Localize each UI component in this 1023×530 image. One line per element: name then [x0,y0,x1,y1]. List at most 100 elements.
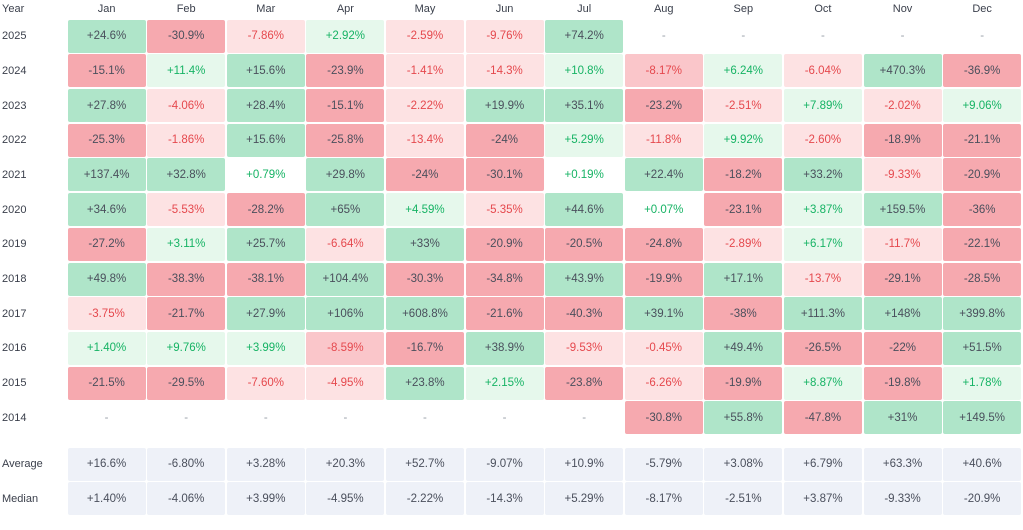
return-cell-2016-mar[interactable]: +3.99% [226,331,305,365]
return-cell-2014-sep[interactable]: +55.8% [704,401,783,435]
return-cell-2018-jun[interactable]: -34.8% [465,262,544,296]
return-cell-2022-jul[interactable]: +5.29% [545,123,624,157]
return-cell-2018-oct[interactable]: -13.7% [783,262,862,296]
return-cell-2022-may[interactable]: -13.4% [385,123,464,157]
return-cell-2024-jun[interactable]: -14.3% [465,54,544,88]
return-cell-2018-apr[interactable]: +104.4% [306,262,385,296]
return-cell-2021-oct[interactable]: +33.2% [783,158,862,192]
return-cell-2019-dec[interactable]: -22.1% [943,227,1022,261]
return-cell-2021-sep[interactable]: -18.2% [704,158,783,192]
return-cell-2020-mar[interactable]: -28.2% [226,193,305,227]
return-cell-2015-jun[interactable]: +2.15% [465,366,544,400]
return-cell-2024-feb[interactable]: +11.4% [147,54,226,88]
return-cell-2025-jun[interactable]: -9.76% [465,19,544,53]
return-cell-2017-aug[interactable]: +39.1% [624,297,703,331]
return-cell-2019-jan[interactable]: -27.2% [67,227,146,261]
return-cell-2014-aug[interactable]: -30.8% [624,401,703,435]
return-cell-2022-apr[interactable]: -25.8% [306,123,385,157]
return-cell-2024-jan[interactable]: -15.1% [67,54,146,88]
return-cell-2025-apr[interactable]: +2.92% [306,19,385,53]
return-cell-2016-jan[interactable]: +1.40% [67,331,146,365]
return-cell-2024-sep[interactable]: +6.24% [704,54,783,88]
return-cell-2018-mar[interactable]: -38.1% [226,262,305,296]
return-cell-2016-sep[interactable]: +49.4% [704,331,783,365]
return-cell-2024-apr[interactable]: -23.9% [306,54,385,88]
return-cell-2021-jun[interactable]: -30.1% [465,158,544,192]
return-cell-2023-jul[interactable]: +35.1% [545,89,624,123]
return-cell-2015-oct[interactable]: +8.87% [783,366,862,400]
return-cell-2017-jul[interactable]: -40.3% [545,297,624,331]
return-cell-2022-nov[interactable]: -18.9% [863,123,942,157]
return-cell-2023-apr[interactable]: -15.1% [306,89,385,123]
return-cell-2017-mar[interactable]: +27.9% [226,297,305,331]
return-cell-2018-sep[interactable]: +17.1% [704,262,783,296]
return-cell-2024-may[interactable]: -1.41% [385,54,464,88]
return-cell-2015-mar[interactable]: -7.60% [226,366,305,400]
return-cell-2022-sep[interactable]: +9.92% [704,123,783,157]
return-cell-2015-sep[interactable]: -19.9% [704,366,783,400]
return-cell-2021-apr[interactable]: +29.8% [306,158,385,192]
return-cell-2016-jul[interactable]: -9.53% [545,331,624,365]
return-cell-2021-aug[interactable]: +22.4% [624,158,703,192]
return-cell-2025-mar[interactable]: -7.86% [226,19,305,53]
return-cell-2018-aug[interactable]: -19.9% [624,262,703,296]
return-cell-2021-mar[interactable]: +0.79% [246,168,286,181]
return-cell-2015-jul[interactable]: -23.8% [545,366,624,400]
return-cell-2015-feb[interactable]: -29.5% [147,366,226,400]
return-cell-2016-oct[interactable]: -26.5% [783,331,862,365]
return-cell-2015-dec[interactable]: +1.78% [943,366,1022,400]
return-cell-2020-may[interactable]: +4.59% [385,193,464,227]
return-cell-2020-feb[interactable]: -5.53% [147,193,226,227]
return-cell-2022-mar[interactable]: +15.6% [226,123,305,157]
return-cell-2024-nov[interactable]: +470.3% [863,54,942,88]
return-cell-2017-sep[interactable]: -38% [704,297,783,331]
return-cell-2016-aug[interactable]: -0.45% [624,331,703,365]
return-cell-2019-apr[interactable]: -6.64% [306,227,385,261]
return-cell-2020-aug[interactable]: +0.07% [644,203,684,216]
return-cell-2019-jun[interactable]: -20.9% [465,227,544,261]
return-cell-2016-feb[interactable]: +9.76% [147,331,226,365]
return-cell-2023-mar[interactable]: +28.4% [226,89,305,123]
return-cell-2019-feb[interactable]: +3.11% [147,227,226,261]
return-cell-2021-jan[interactable]: +137.4% [67,158,146,192]
return-cell-2020-sep[interactable]: -23.1% [704,193,783,227]
return-cell-2017-jun[interactable]: -21.6% [465,297,544,331]
return-cell-2016-nov[interactable]: -22% [863,331,942,365]
return-cell-2025-jan[interactable]: +24.6% [67,19,146,53]
return-cell-2023-feb[interactable]: -4.06% [147,89,226,123]
return-cell-2015-apr[interactable]: -4.95% [306,366,385,400]
return-cell-2025-jul[interactable]: +74.2% [545,19,624,53]
return-cell-2024-jul[interactable]: +10.8% [545,54,624,88]
return-cell-2014-nov[interactable]: +31% [863,401,942,435]
return-cell-2019-may[interactable]: +33% [385,227,464,261]
return-cell-2020-dec[interactable]: -36% [943,193,1022,227]
return-cell-2023-sep[interactable]: -2.51% [704,89,783,123]
return-cell-2018-jul[interactable]: +43.9% [545,262,624,296]
return-cell-2014-oct[interactable]: -47.8% [783,401,862,435]
return-cell-2017-feb[interactable]: -21.7% [147,297,226,331]
return-cell-2018-may[interactable]: -30.3% [385,262,464,296]
return-cell-2017-apr[interactable]: +106% [306,297,385,331]
return-cell-2019-mar[interactable]: +25.7% [226,227,305,261]
return-cell-2017-dec[interactable]: +399.8% [943,297,1022,331]
return-cell-2020-jul[interactable]: +44.6% [545,193,624,227]
return-cell-2022-feb[interactable]: -1.86% [147,123,226,157]
return-cell-2016-jun[interactable]: +38.9% [465,331,544,365]
return-cell-2015-jan[interactable]: -21.5% [67,366,146,400]
return-cell-2020-nov[interactable]: +159.5% [863,193,942,227]
return-cell-2021-dec[interactable]: -20.9% [943,158,1022,192]
return-cell-2016-dec[interactable]: +51.5% [943,331,1022,365]
return-cell-2024-aug[interactable]: -8.17% [624,54,703,88]
return-cell-2018-nov[interactable]: -29.1% [863,262,942,296]
return-cell-2018-dec[interactable]: -28.5% [943,262,1022,296]
return-cell-2023-dec[interactable]: +9.06% [943,89,1022,123]
return-cell-2020-jan[interactable]: +34.6% [67,193,146,227]
return-cell-2023-jan[interactable]: +27.8% [67,89,146,123]
return-cell-2022-jan[interactable]: -25.3% [67,123,146,157]
return-cell-2019-jul[interactable]: -20.5% [545,227,624,261]
return-cell-2017-may[interactable]: +608.8% [385,297,464,331]
return-cell-2023-jun[interactable]: +19.9% [465,89,544,123]
return-cell-2020-oct[interactable]: +3.87% [783,193,862,227]
return-cell-2024-dec[interactable]: -36.9% [943,54,1022,88]
return-cell-2014-dec[interactable]: +149.5% [943,401,1022,435]
